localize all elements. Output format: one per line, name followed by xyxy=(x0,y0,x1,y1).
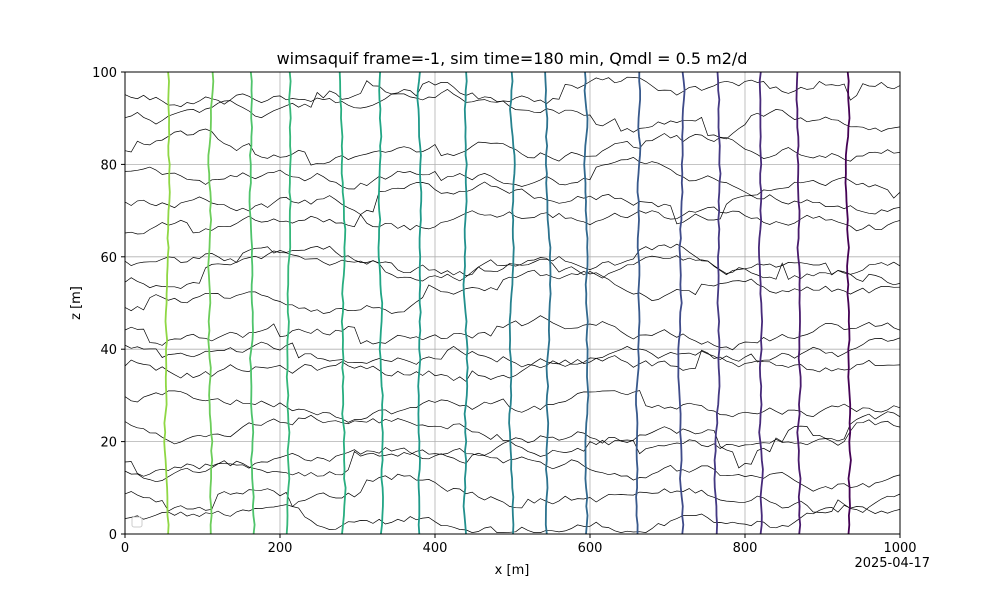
head-contour-line xyxy=(285,71,292,535)
x-axis-label: x [m] xyxy=(495,563,530,578)
head-contour-line xyxy=(844,71,852,535)
y-tick-label: 100 xyxy=(92,66,117,81)
head-contour-line xyxy=(416,71,423,535)
head-contour-line xyxy=(583,71,590,535)
head-contour-line xyxy=(795,71,802,535)
footer-date: 2025-04-17 xyxy=(854,556,930,571)
head-contour-line xyxy=(207,71,215,535)
head-contour-line xyxy=(338,71,347,535)
head-contour-line xyxy=(677,71,686,535)
streamline xyxy=(124,337,901,369)
streamline xyxy=(124,390,901,423)
head-contour-line xyxy=(377,71,384,535)
y-tick-label: 60 xyxy=(100,251,117,266)
x-tick-label: 600 xyxy=(578,541,603,556)
x-tick-label: 400 xyxy=(423,541,448,556)
x-tick-label: 1000 xyxy=(883,541,916,556)
plot-area xyxy=(125,72,900,534)
x-tick-label: 0 xyxy=(121,541,129,556)
head-contour-line xyxy=(462,71,469,535)
head-contour-line xyxy=(248,71,256,535)
x-tick-label: 200 xyxy=(268,541,293,556)
plot-frame xyxy=(124,71,901,535)
streamline xyxy=(124,80,901,140)
x-axis-ticks: 0 200 400 600 800 1000 xyxy=(121,534,917,556)
chart-title: wimsaquif frame=-1, sim time=180 min, Qm… xyxy=(277,49,748,68)
streamline xyxy=(124,315,901,351)
empty-legend xyxy=(131,516,143,528)
head-contour-line xyxy=(757,71,764,535)
head-contour-line xyxy=(635,71,642,535)
y-tick-label: 80 xyxy=(100,158,117,173)
y-tick-label: 20 xyxy=(100,436,117,451)
streamline xyxy=(124,128,901,166)
head-contour-line xyxy=(713,71,722,535)
y-axis-ticks: 0 20 40 60 80 100 xyxy=(92,66,125,543)
head-contour-line xyxy=(508,71,516,535)
streamline xyxy=(124,448,901,492)
y-tick-label: 0 xyxy=(109,528,117,543)
x-tick-label: 800 xyxy=(733,541,758,556)
streamline xyxy=(124,157,901,199)
streamline xyxy=(124,76,901,109)
streamline xyxy=(124,349,901,382)
y-tick-label: 40 xyxy=(100,343,117,358)
streamline xyxy=(124,411,901,469)
y-axis-label: z [m] xyxy=(69,286,84,320)
head-contours xyxy=(163,71,852,535)
streamline xyxy=(124,419,901,477)
head-contour-line xyxy=(544,71,552,535)
head-contour-line xyxy=(163,71,171,535)
